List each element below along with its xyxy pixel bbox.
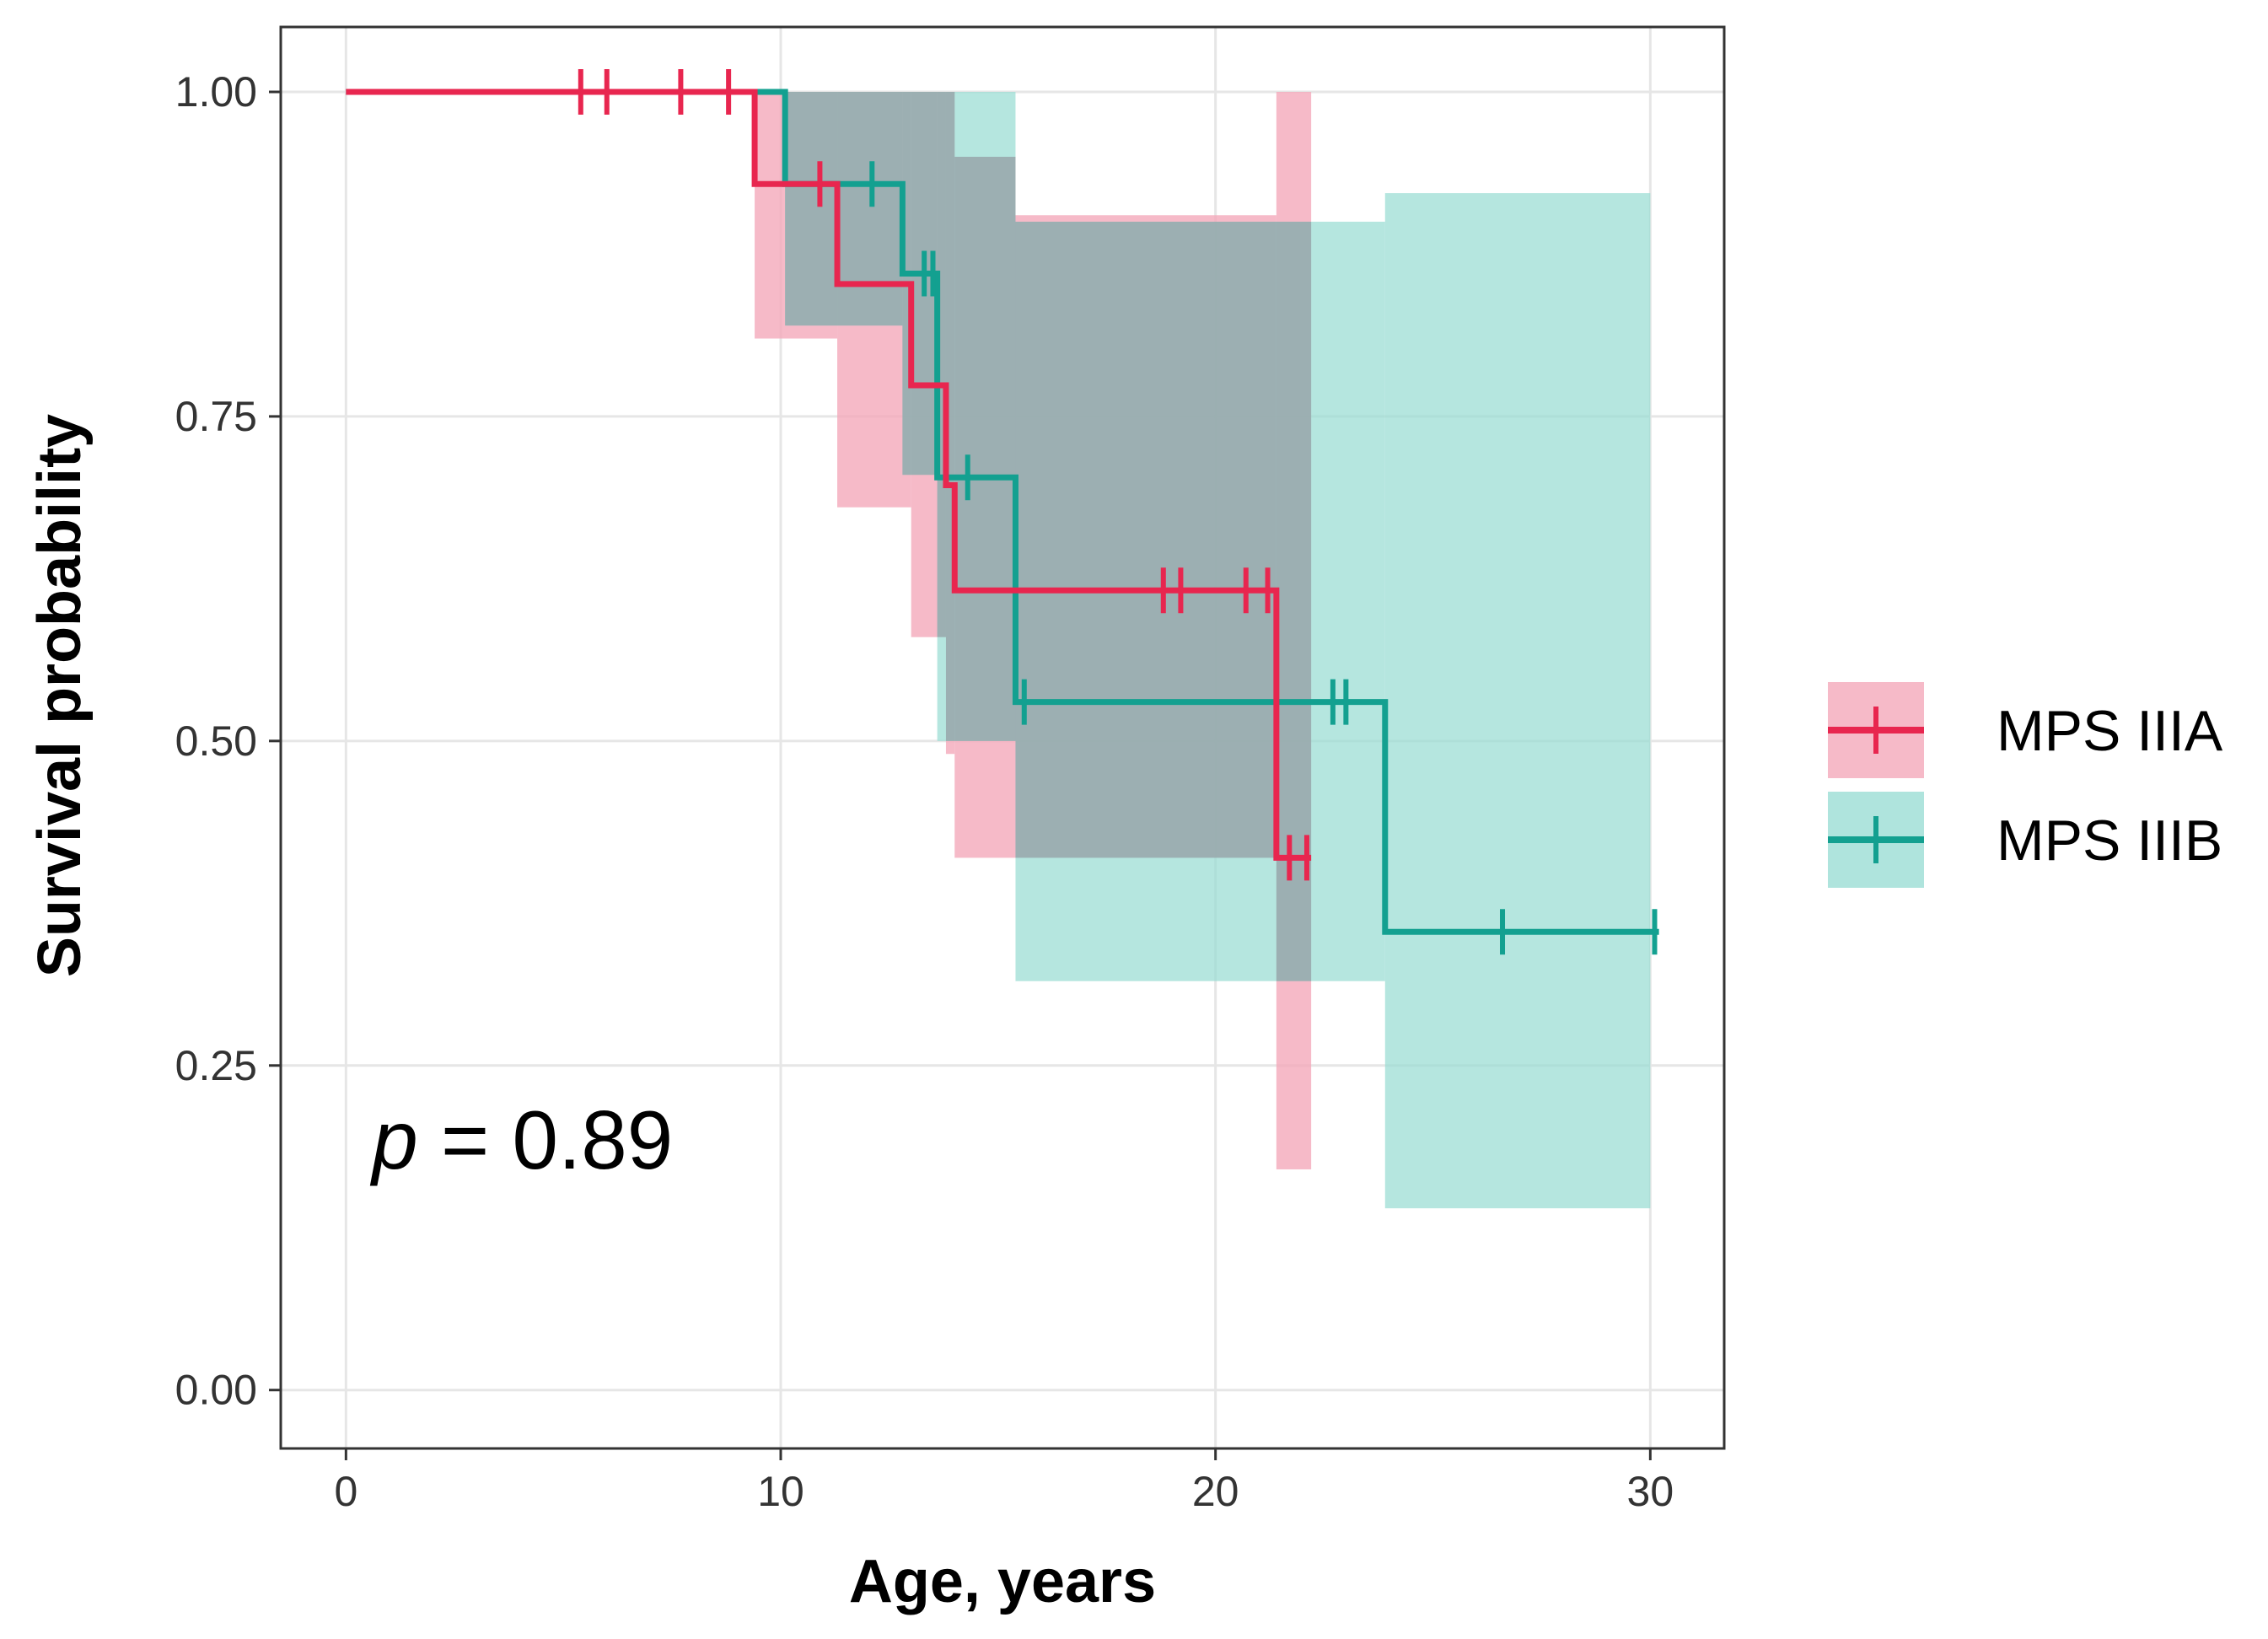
axis-ticks: 0 10 20 30 0.00 0.25 0.50 0.75 1.00 [175, 68, 1674, 1515]
legend-item-mps-iiia: MPS IIIA [1828, 682, 2223, 778]
ci-overlap-0-0 [785, 91, 838, 326]
ci-band-overlap [785, 91, 1312, 981]
ci-overlap-5-3 [1015, 221, 1276, 858]
y-tick-label-3: 0.75 [175, 393, 257, 440]
x-axis-title: Age, years [849, 1548, 1156, 1615]
confidence-bands [755, 91, 1651, 1209]
ci-overlap-4-2 [954, 156, 1016, 741]
x-tick-label-0: 0 [334, 1468, 357, 1515]
y-tick-label-0: 0.00 [175, 1367, 257, 1414]
ci-overlap-2-2 [937, 91, 946, 637]
y-tick-label-4: 1.00 [175, 68, 257, 116]
survival-curves [346, 89, 1659, 935]
x-tick-label-30: 30 [1627, 1468, 1674, 1515]
survival-curve-mps-iiia [346, 89, 1312, 861]
ci-overlap-3-2 [945, 91, 955, 741]
p-value-text: = 0.89 [418, 1094, 673, 1186]
x-tick-label-10: 10 [757, 1468, 804, 1515]
p-value-annotation: p = 0.89 [369, 1094, 673, 1186]
plot-panel-border [279, 25, 1726, 1450]
legend: MPS IIIA MPS IIIB [1828, 682, 2223, 888]
x-tick-label-20: 20 [1192, 1468, 1239, 1515]
ci-band-mps-iiib-4 [1384, 193, 1651, 1209]
survival-curve-mps-iiib [346, 89, 1659, 935]
ci-overlap-1-0 [837, 91, 903, 326]
y-axis-title: Survival probability [26, 414, 94, 977]
censor-marks [578, 68, 1658, 955]
legend-item-mps-iiib: MPS IIIB [1828, 792, 2222, 888]
legend-label-mps-iiib: MPS IIIB [1997, 809, 2222, 873]
y-tick-label-1: 0.25 [175, 1042, 257, 1089]
y-tick-label-2: 0.50 [175, 717, 257, 765]
legend-label-mps-iiia: MPS IIIA [1997, 699, 2223, 763]
p-value-symbol: p [369, 1094, 418, 1186]
